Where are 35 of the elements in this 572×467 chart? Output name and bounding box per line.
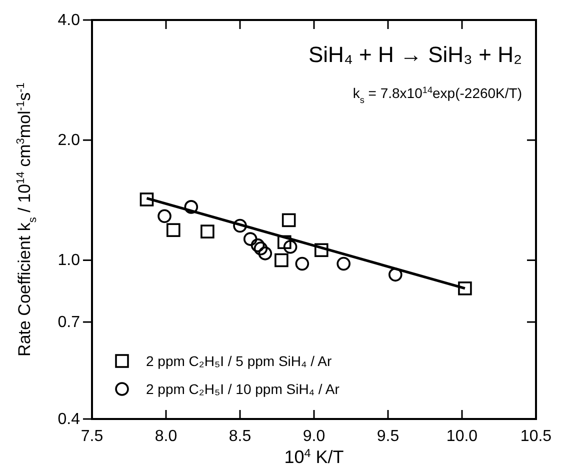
- y-tick-label: 2.0: [58, 132, 80, 150]
- annotation: k$_{s}$ = 7.8x10$^{14}$exp(-2260K/T): [352, 85, 522, 105]
- annotation: SiH₄ + H → SiH₃ + H₂: [308, 42, 522, 67]
- x-tick-label: 10.0: [446, 428, 478, 445]
- y-tick-label: 0.4: [58, 411, 80, 428]
- x-tick-label: 8.0: [154, 428, 178, 445]
- point: [166, 223, 180, 237]
- point: [314, 243, 328, 258]
- x-tick-label: 9.5: [376, 428, 400, 445]
- legend-label: 2 ppm C₂H₅I / 5 ppm SiH₄ / Ar: [146, 353, 332, 369]
- point: [140, 192, 154, 206]
- point: [233, 218, 247, 233]
- x-axis-title: 10$^{4}$ K/T: [284, 446, 344, 467]
- point: [243, 232, 258, 246]
- y-tick-label: 0.7: [58, 314, 80, 332]
- point: [258, 246, 272, 260]
- y-tick-label: 4.0: [58, 12, 80, 29]
- x-tick-label: 7.5: [80, 428, 104, 445]
- point: [158, 209, 172, 223]
- point: [278, 235, 292, 250]
- x-tick-label: 9.0: [302, 428, 326, 445]
- x-tick-label: 8.5: [228, 428, 252, 445]
- y-tick-label: 1.0: [58, 252, 80, 270]
- point: [295, 256, 310, 271]
- x-tick-label: 10.5: [520, 428, 552, 445]
- point: [254, 242, 268, 256]
- point: [388, 268, 402, 282]
- point: [283, 240, 298, 254]
- point: [184, 200, 198, 214]
- point: [336, 256, 350, 271]
- point: [274, 253, 288, 268]
- point: [458, 281, 472, 296]
- point: [200, 224, 214, 238]
- point: [282, 213, 296, 228]
- legend-label: 2 ppm C₂H₅I / 10 ppm SiH₄ / Ar: [146, 381, 340, 397]
